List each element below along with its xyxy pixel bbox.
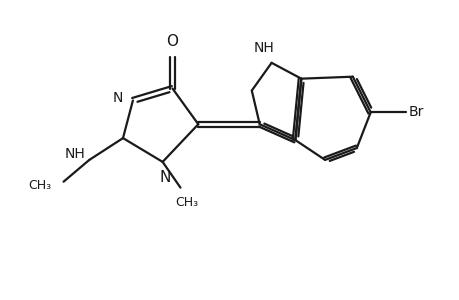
Text: CH₃: CH₃ bbox=[174, 196, 197, 208]
Text: CH₃: CH₃ bbox=[28, 179, 51, 192]
Text: NH: NH bbox=[253, 41, 274, 55]
Text: Br: Br bbox=[408, 105, 423, 119]
Text: O: O bbox=[166, 34, 178, 49]
Text: N: N bbox=[112, 92, 123, 106]
Text: N: N bbox=[160, 170, 171, 185]
Text: NH: NH bbox=[64, 147, 85, 161]
